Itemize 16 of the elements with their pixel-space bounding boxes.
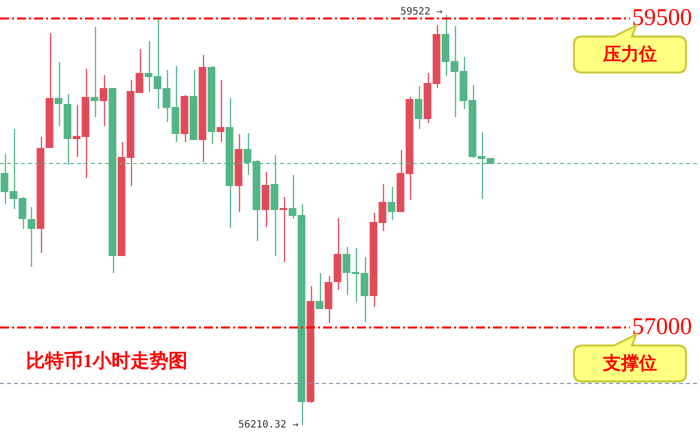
candlestick xyxy=(54,61,62,127)
annotation: 支撑位 xyxy=(602,353,657,374)
candlestick xyxy=(414,85,422,130)
annotation: 59522 → xyxy=(400,6,442,18)
candlestick xyxy=(100,74,108,127)
candlestick xyxy=(388,186,396,221)
ref-line-label: 57000 xyxy=(632,314,692,340)
ref-line-label: 59500 xyxy=(632,4,692,31)
candlestick xyxy=(28,206,36,268)
annotation: 56210.32 → xyxy=(238,420,298,431)
annotation: 压力位 xyxy=(602,44,657,64)
candlestick xyxy=(280,196,288,263)
candlestick xyxy=(90,26,98,118)
candlestick xyxy=(316,272,324,310)
text: 比特币1小时走势图 xyxy=(26,350,188,372)
candlestick xyxy=(216,79,224,143)
